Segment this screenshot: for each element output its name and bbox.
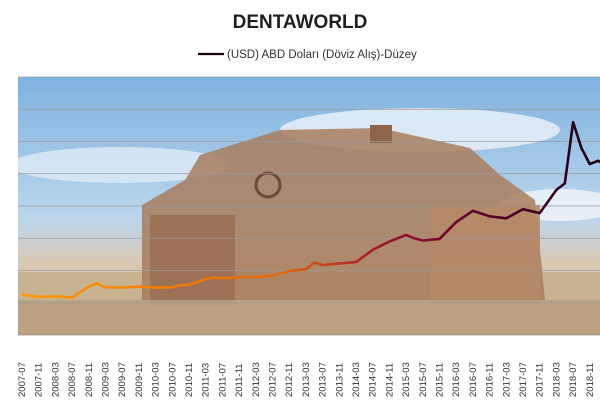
legend-label: (USD) ABD Doları (Döviz Alış)-Düzey — [227, 49, 417, 61]
x-tick-label: 2014-03 — [351, 362, 362, 397]
x-tick-label: 2012-11 — [284, 363, 295, 397]
x-tick-label: 2015-11 — [435, 363, 446, 397]
x-tick-label: 2016-11 — [485, 363, 496, 397]
x-tick-label: 2016-07 — [468, 362, 479, 397]
x-tick-label: 2012-07 — [268, 362, 279, 397]
x-tick-label: 2015-07 — [418, 362, 429, 397]
x-tick-label: 2007-11 — [34, 363, 45, 397]
x-tick-label: 2013-07 — [318, 362, 329, 397]
x-tick-label: 2010-11 — [184, 363, 195, 397]
x-tick-label: 2010-03 — [151, 362, 162, 397]
x-tick-label: 2018-03 — [551, 362, 562, 397]
x-tick-label: 2013-03 — [301, 362, 312, 397]
x-tick-label: 2011-07 — [217, 363, 228, 397]
x-tick-label: 2017-07 — [518, 362, 529, 397]
series-layer — [21, 120, 600, 299]
x-tick-label: 2018-07 — [568, 362, 579, 397]
x-tick-label: 2007-07 — [17, 362, 28, 397]
x-tick-label: 2017-11 — [535, 363, 546, 397]
x-tick-label: 2011-03 — [201, 363, 212, 397]
x-tick-label: 2012-03 — [251, 362, 262, 397]
x-axis-ticks: 2007-07 2007-11 2008-03 2008-07 2008-11 2009-… — [17, 362, 596, 397]
x-tick-label: 2009-07 — [117, 362, 128, 397]
gridlines — [18, 76, 600, 336]
x-tick-label: 2014-11 — [384, 363, 395, 397]
x-tick-label: 2014-07 — [368, 362, 379, 397]
x-tick-label: 2011-11 — [234, 364, 245, 397]
church-building — [142, 125, 545, 305]
series-line — [21, 120, 600, 299]
x-tick-label: 2017-03 — [501, 362, 512, 397]
x-tick-label: 2015-03 — [401, 362, 412, 397]
x-tick-label: 2013-11 — [334, 363, 345, 397]
x-tick-label: 2018-11 — [585, 363, 596, 397]
x-tick-label: 2010-07 — [167, 362, 178, 397]
x-tick-label: 2008-07 — [67, 362, 78, 397]
x-tick-label: 2008-03 — [50, 362, 61, 397]
plot-background — [18, 77, 600, 335]
x-tick-label: 2016-03 — [451, 362, 462, 397]
legend: (USD) ABD Doları (Döviz Alış)-Düzey — [198, 49, 417, 61]
x-tick-label: 2008-11 — [84, 363, 95, 397]
x-tick-label: 2009-11 — [134, 363, 145, 397]
chart-title: DENTAWORLD — [233, 12, 368, 33]
x-tick-label: 2009-03 — [101, 362, 112, 397]
